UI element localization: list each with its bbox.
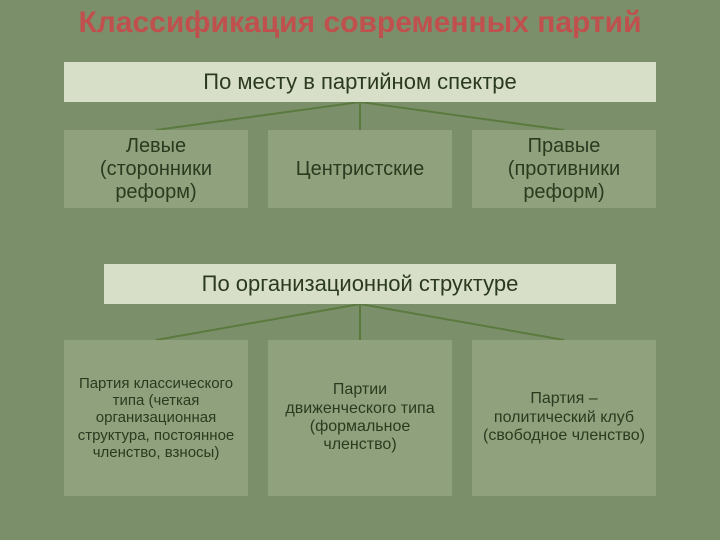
group-1-child-2: Партия – политический клуб (свободное чл… <box>472 340 656 496</box>
group-0-child-0: Левые (сторонники реформ) <box>64 130 248 208</box>
diagram-canvas: Классификация современных партий По месту… <box>0 0 720 540</box>
group-0-child-1: Центристские <box>268 130 452 208</box>
group-0-header: По месту в партийном спектре <box>64 62 656 102</box>
group-0-child-2: Правые (противники реформ) <box>472 130 656 208</box>
group-1-header: По организационной структуре <box>104 264 616 304</box>
group-1-child-0: Партия классического типа (четкая органи… <box>64 340 248 496</box>
page-title: Классификация современных партий <box>0 6 720 40</box>
group-1-child-1: Партии движенческого типа (формальное чл… <box>268 340 452 496</box>
